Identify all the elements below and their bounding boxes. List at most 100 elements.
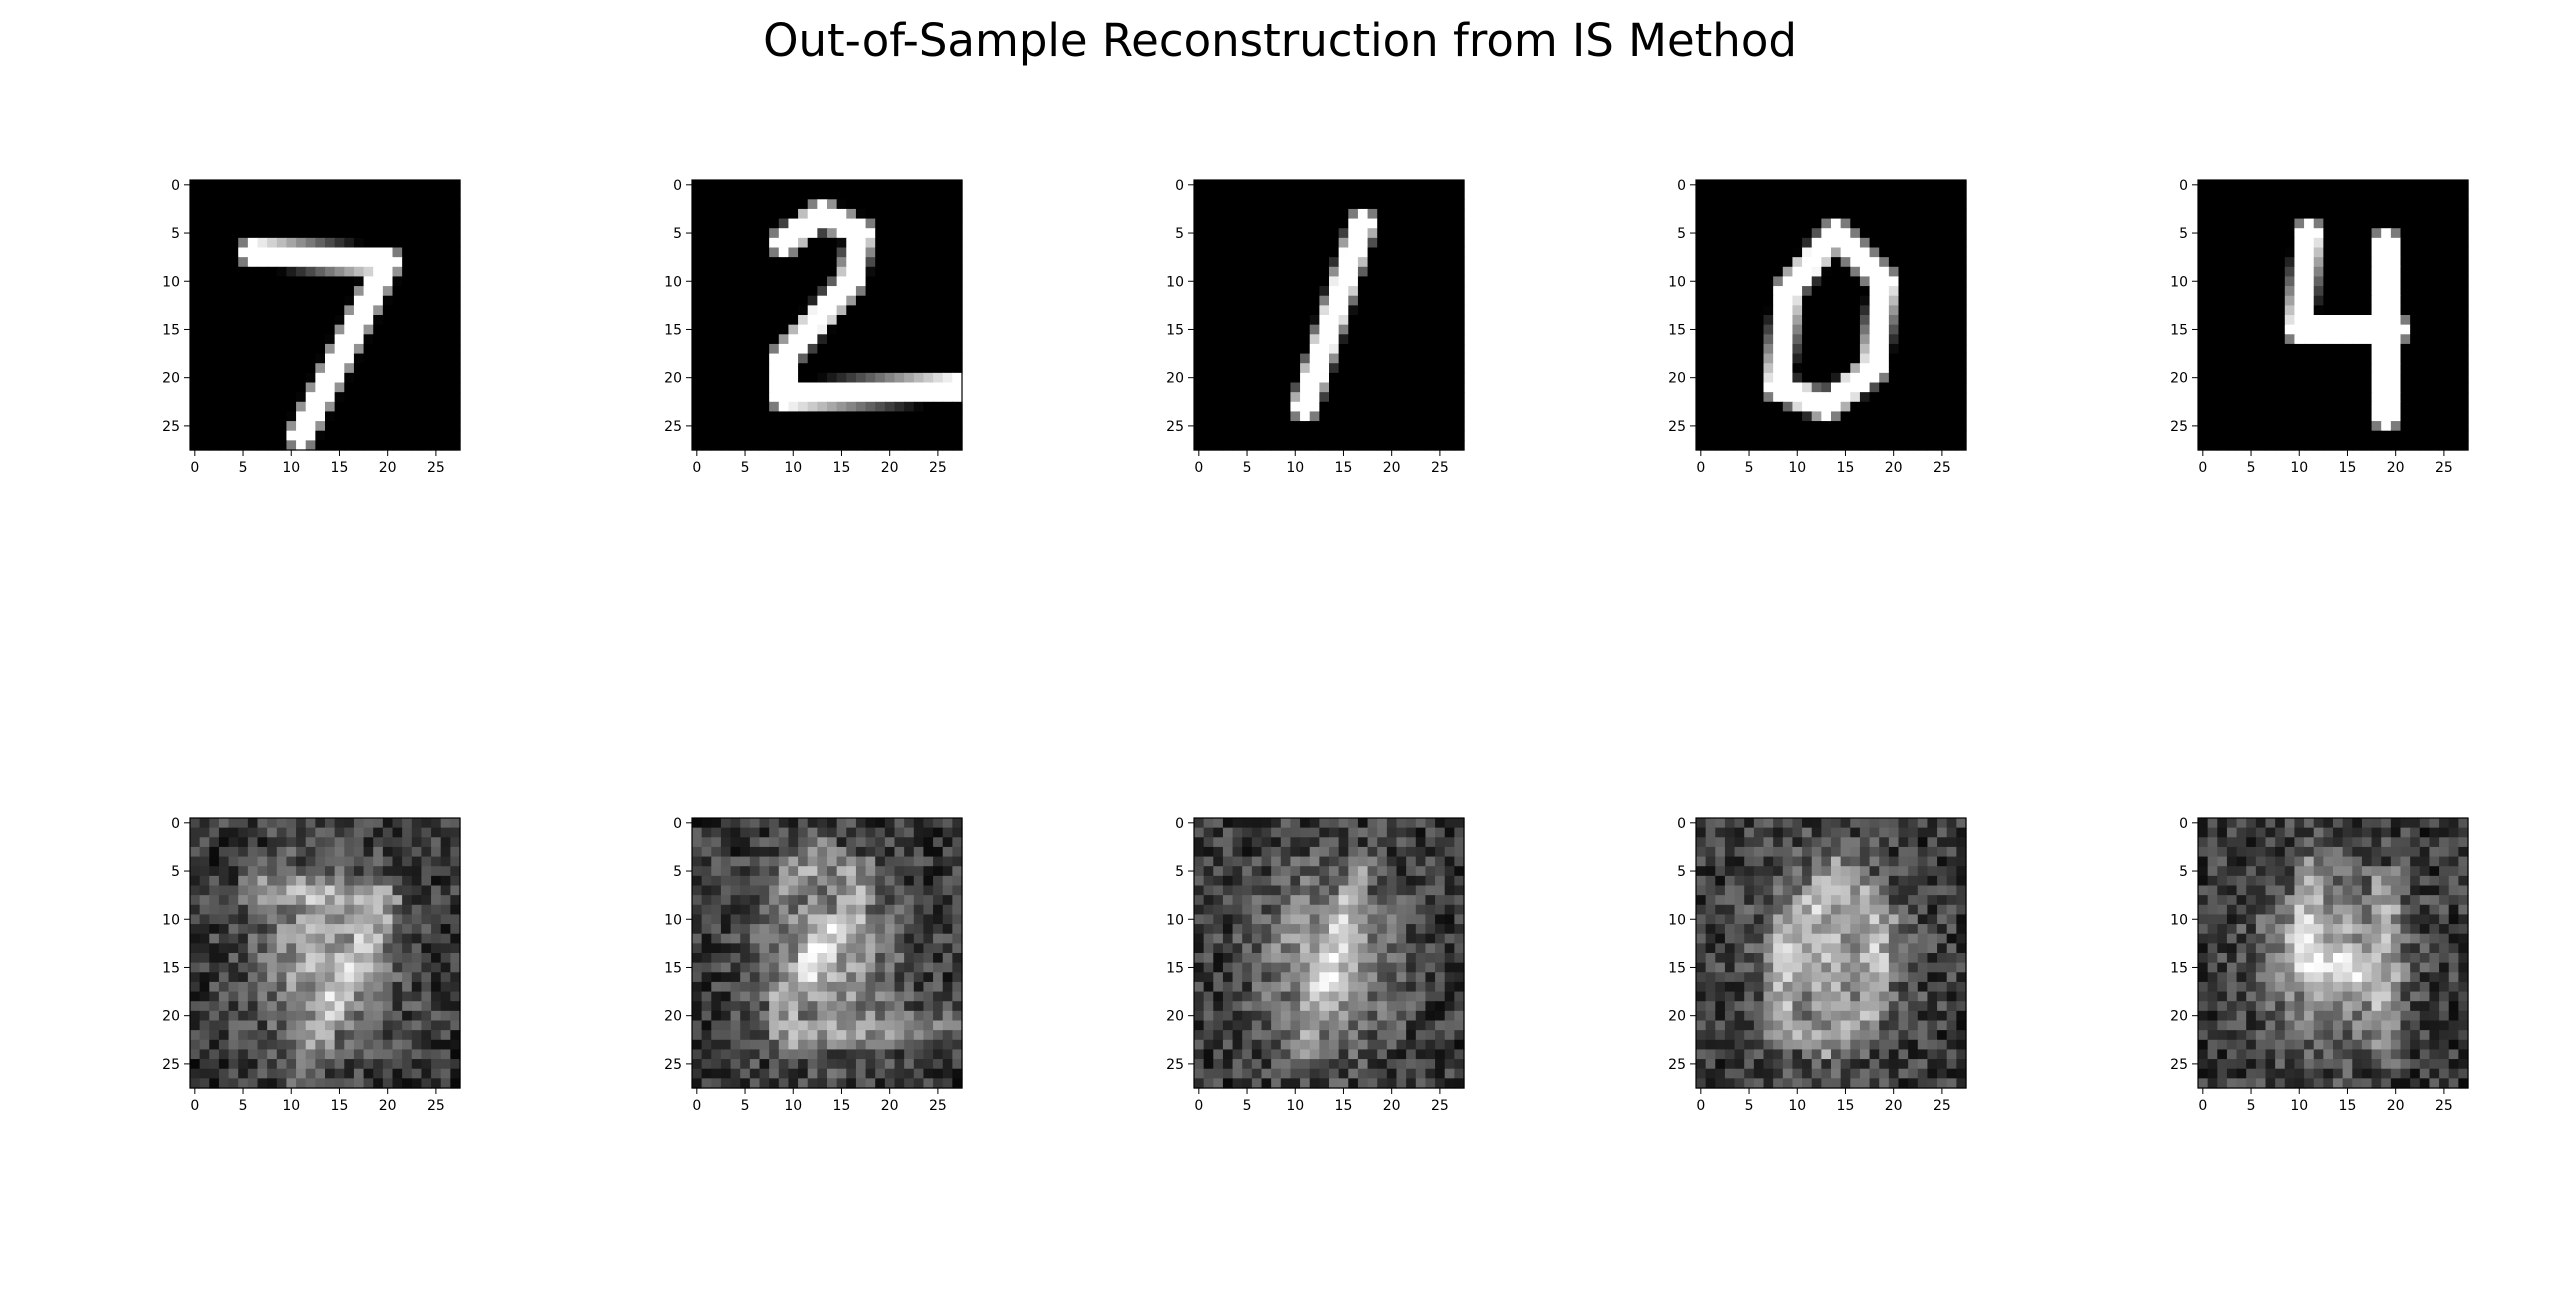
- pixel-cell: [923, 305, 934, 316]
- pixel-cell: [788, 818, 799, 829]
- pixel-cell: [450, 846, 461, 858]
- pixel-cell: [1753, 440, 1765, 451]
- pixel-cell: [392, 295, 403, 306]
- y-tick-label: 5: [673, 226, 682, 242]
- pixel-cell: [363, 895, 374, 906]
- axes-frame: [1193, 179, 1465, 451]
- pixel-cell: [1869, 237, 1880, 249]
- pixel-cell: [2400, 208, 2411, 220]
- x-tick-label: 0: [1696, 460, 1705, 476]
- pixel-cell: [1309, 334, 1320, 345]
- pixel-cell: [1734, 199, 1745, 210]
- pixel-cell: [2400, 421, 2411, 432]
- pixel-cell: [1454, 237, 1465, 249]
- pixel-cell: [1792, 343, 1803, 355]
- pixel-cell: [334, 276, 345, 287]
- x-tick-label: 0: [190, 1098, 199, 1114]
- pixel-cell: [238, 392, 249, 403]
- pixel-cell: [778, 343, 790, 355]
- pixel-cell: [247, 430, 259, 441]
- pixel-cell: [730, 430, 741, 441]
- pixel-cell: [190, 885, 201, 896]
- pixel-cell: [1908, 343, 1919, 355]
- pixel-cell: [334, 430, 345, 441]
- pixel-cell: [363, 914, 374, 925]
- pixel-cell: [884, 382, 896, 393]
- pixel-cell: [1850, 266, 1861, 278]
- pixel-cell: [199, 1059, 210, 1070]
- pixel-cell: [1251, 286, 1263, 297]
- pixel-cell: [1753, 430, 1765, 441]
- pixel-cell: [1415, 382, 1427, 393]
- pixel-cell: [798, 228, 809, 239]
- pixel-cell: [344, 914, 355, 925]
- pixel-cell: [1763, 334, 1774, 345]
- pixel-cell: [247, 914, 259, 925]
- pixel-cell: [1773, 199, 1784, 210]
- pixel-cell: [1377, 430, 1388, 441]
- pixel-cell: [2352, 382, 2363, 393]
- pixel-cell: [2458, 392, 2469, 403]
- pixel-cell: [769, 237, 780, 249]
- pixel-cell: [788, 411, 799, 422]
- pixel-cell: [228, 846, 239, 858]
- pixel-cell: [1319, 180, 1330, 191]
- pixel-cell: [392, 411, 403, 422]
- pixel-cell: [1917, 257, 1929, 268]
- pixel-cell: [1444, 189, 1455, 200]
- pixel-cell: [247, 440, 259, 451]
- pixel-cell: [190, 218, 201, 229]
- pixel-cell: [1280, 247, 1292, 258]
- pixel-cell: [2439, 392, 2450, 403]
- pixel-cell: [305, 914, 316, 925]
- pixel-cell: [1290, 286, 1301, 297]
- pixel-cell: [353, 421, 365, 432]
- pixel-cell: [1319, 430, 1330, 441]
- pixel-cell: [740, 305, 751, 316]
- x-tick-label: 10: [1788, 460, 1806, 476]
- pixel-cell: [218, 866, 230, 877]
- pixel-cell: [1271, 305, 1282, 316]
- pixel-cell: [363, 962, 374, 973]
- pixel-cell: [267, 334, 278, 345]
- pixel-cell: [199, 914, 210, 925]
- pixel-cell: [373, 286, 384, 297]
- pixel-cell: [904, 401, 915, 413]
- pixel-cell: [421, 885, 432, 896]
- pixel-cell: [286, 972, 297, 983]
- pixel-cell: [2400, 218, 2411, 229]
- pixel-cell: [1898, 305, 1909, 316]
- pixel-cell: [286, 1049, 297, 1060]
- pixel-cell: [199, 866, 210, 877]
- pixel-cell: [209, 962, 220, 973]
- pixel-cell: [305, 286, 316, 297]
- pixel-cell: [827, 856, 838, 867]
- pixel-cell: [701, 276, 712, 287]
- pixel-cell: [373, 1001, 384, 1012]
- pixel-cell: [305, 276, 316, 287]
- pixel-cell: [228, 189, 239, 200]
- pixel-cell: [382, 295, 394, 306]
- pixel-cell: [431, 914, 442, 925]
- pixel-cell: [440, 991, 451, 1002]
- pixel-cell: [1300, 286, 1311, 297]
- pixel-cell: [190, 257, 201, 268]
- pixel-cell: [431, 382, 442, 393]
- pixel-cell: [450, 827, 461, 838]
- pixel-cell: [1724, 315, 1736, 326]
- pixel-cell: [2313, 266, 2324, 278]
- pixel-cell: [2246, 276, 2257, 287]
- pixel-cell: [353, 315, 365, 326]
- pixel-cell: [2448, 363, 2459, 374]
- pixel-cell: [1357, 266, 1369, 278]
- pixel-cell: [257, 334, 268, 345]
- pixel-cell: [2333, 208, 2344, 220]
- pixel-cell: [2410, 324, 2421, 335]
- pixel-cell: [2458, 218, 2469, 229]
- pixel-cell: [2226, 228, 2238, 239]
- pixel-cell: [286, 953, 297, 964]
- pixel-cell: [2275, 363, 2286, 374]
- pixel-cell: [1194, 363, 1205, 374]
- pixel-cell: [1435, 208, 1446, 220]
- pixel-cell: [952, 305, 963, 316]
